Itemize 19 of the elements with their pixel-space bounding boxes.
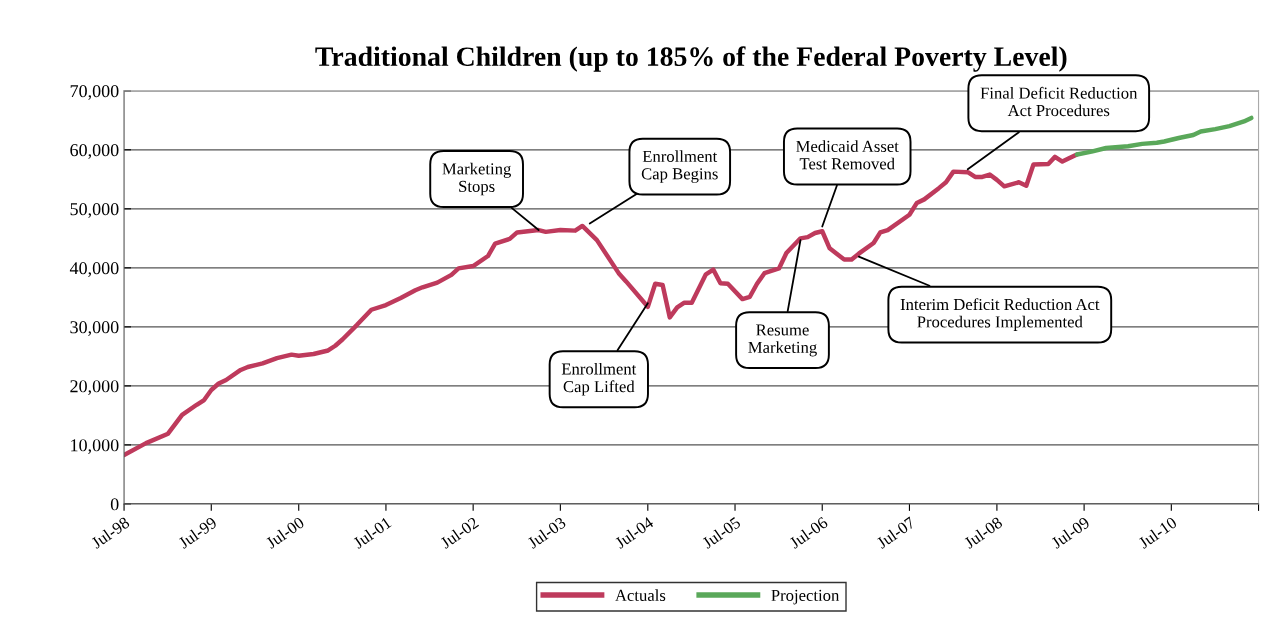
- y-tick-label: 40,000: [69, 262, 119, 277]
- legend-label: Projection: [771, 589, 840, 605]
- annotation: Final Deficit Reduction Act Procedures: [980, 86, 1138, 117]
- y-tick-label: 30,000: [70, 321, 119, 336]
- y-tick-label: 10,000: [71, 439, 119, 454]
- legend-label: Actuals: [615, 589, 666, 601]
- line-series: [1074, 115, 1254, 157]
- y-tick-label: 20,000: [70, 380, 119, 395]
- y-tick-label: 60,000: [70, 144, 119, 159]
- annotation: Enrollment Cap Lifted: [561, 362, 637, 396]
- annotation: Medicaid Asset Test Removed: [796, 140, 899, 170]
- y-tick-label: 0: [110, 498, 119, 511]
- annotation: Marketing Stops: [442, 162, 512, 196]
- annotation: Enrollment Cap Begins: [641, 150, 718, 183]
- y-tick-label: 50,000: [70, 203, 119, 218]
- annotation: Resume Marketing: [748, 324, 817, 357]
- y-tick-label: 70,000: [70, 85, 119, 100]
- chart-title: Traditional Children (up to 185% of the Federal Poverty Level): [315, 46, 1067, 72]
- annotation: Interim Deficit Reduction Act Procedures Implemented: [900, 298, 1100, 331]
